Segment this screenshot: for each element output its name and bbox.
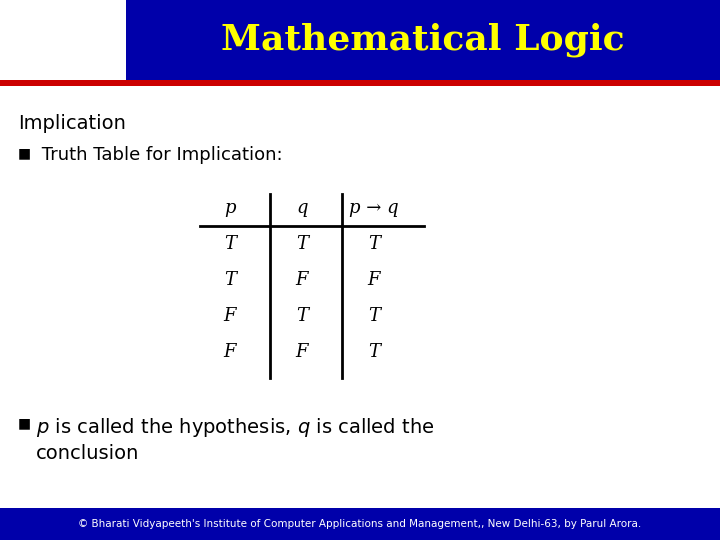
Text: T: T [296, 307, 308, 325]
Text: T: T [224, 235, 236, 253]
Text: ■: ■ [18, 146, 31, 160]
Text: T: T [368, 343, 380, 361]
Text: © Bharati Vidyapeeth's Institute of Computer Applications and Management,, New D: © Bharati Vidyapeeth's Institute of Comp… [78, 519, 642, 529]
Text: p → q: p → q [349, 199, 399, 217]
Text: Mathematical Logic: Mathematical Logic [221, 23, 625, 57]
Bar [0, 0, 720, 80]
Text: q: q [296, 199, 307, 217]
Text: F: F [296, 343, 308, 361]
Text: T: T [368, 307, 380, 325]
Text: conclusion: conclusion [36, 444, 140, 463]
Text: T: T [296, 235, 308, 253]
Text: F: F [224, 343, 236, 361]
Text: F: F [296, 271, 308, 289]
Text: ■: ■ [18, 416, 31, 430]
Bar [0, 508, 720, 540]
Bar [0, 80, 720, 86]
Text: T: T [368, 235, 380, 253]
Text: T: T [224, 271, 236, 289]
Text: p: p [224, 199, 235, 217]
Text: Implication: Implication [18, 114, 126, 133]
Text: Truth Table for Implication:: Truth Table for Implication: [36, 146, 283, 164]
Text: $p$ is called the hypothesis, $q$ is called the: $p$ is called the hypothesis, $q$ is cal… [36, 416, 434, 439]
Text: F: F [224, 307, 236, 325]
Text: F: F [368, 271, 380, 289]
Bar [0, 0, 126, 80]
